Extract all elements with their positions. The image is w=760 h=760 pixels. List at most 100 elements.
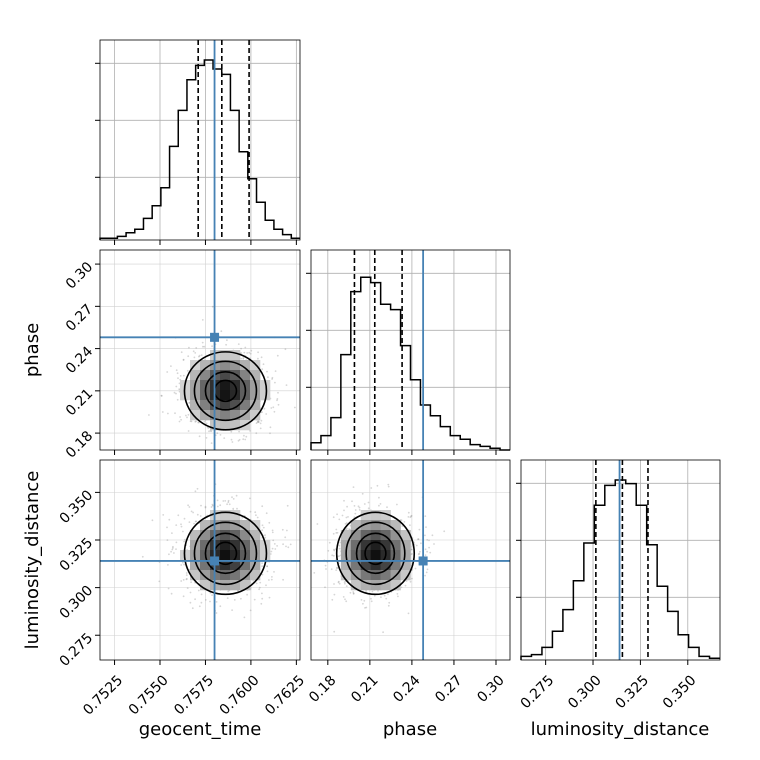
sample-point (170, 592, 173, 595)
sample-point (255, 422, 258, 424)
panel-frame (310, 459, 511, 661)
sample-point (210, 506, 213, 508)
density-cell (240, 560, 251, 571)
sample-point (189, 420, 192, 423)
sample-point (257, 420, 260, 423)
density-cell (360, 540, 371, 551)
sample-point (243, 434, 245, 437)
density-cell (380, 520, 391, 531)
sample-point (386, 506, 388, 509)
sample-point (141, 555, 144, 558)
x-tick-label: 0.275 (518, 672, 558, 712)
sample-point (285, 545, 287, 548)
sample-point (273, 543, 276, 545)
sample-point (255, 514, 257, 517)
sample-point (190, 581, 193, 584)
sample-point (426, 550, 428, 553)
sample-point (180, 564, 183, 566)
sample-point (294, 406, 296, 409)
sample-point (235, 494, 238, 497)
density-cell (360, 510, 371, 521)
sample-point (212, 504, 214, 507)
sample-point (177, 377, 179, 380)
sample-point (397, 595, 399, 598)
sample-point (358, 506, 361, 509)
y-tick-label: 0.18 (63, 428, 96, 461)
density-cell (200, 380, 211, 391)
density-cell (190, 570, 201, 581)
sample-point (417, 553, 420, 556)
x-tick-label: 0.21 (348, 672, 381, 705)
sample-point (354, 509, 357, 511)
sample-point (376, 484, 379, 487)
sample-point (186, 587, 189, 589)
sample-point (268, 596, 271, 599)
density-cell (240, 370, 251, 381)
sample-point (188, 346, 190, 349)
sample-point (333, 630, 336, 633)
density-cell (230, 540, 241, 551)
sample-point (410, 548, 413, 551)
sample-point (245, 435, 248, 438)
sample-point (200, 354, 203, 356)
x-tick-label: 0.24 (390, 672, 423, 705)
density-cell (200, 530, 211, 541)
sample-point (174, 412, 176, 415)
sample-point (178, 388, 181, 391)
sample-point (271, 529, 274, 532)
sample-point (188, 521, 191, 523)
sample-point (338, 518, 341, 521)
density-cell (220, 580, 231, 591)
sample-point (200, 593, 203, 596)
sample-point (188, 402, 191, 404)
sample-point (184, 538, 186, 541)
sample-point (370, 600, 373, 603)
sample-point (343, 499, 345, 502)
sample-point (325, 568, 327, 570)
sample-point (344, 582, 346, 585)
density-cell (250, 370, 261, 381)
sample-point (257, 421, 260, 424)
histogram-panel-geocent_time (95, 40, 300, 240)
sample-point (172, 545, 174, 548)
sample-point (424, 515, 427, 517)
sample-point (261, 368, 264, 371)
sample-point (261, 565, 263, 568)
x-tick-label: 0.7550 (126, 672, 172, 718)
density-cell (390, 540, 401, 551)
sample-point (198, 605, 201, 608)
sample-point (243, 351, 246, 354)
sample-point (196, 513, 199, 516)
sample-point (231, 441, 234, 443)
sample-point (259, 427, 262, 430)
density-cell (230, 570, 241, 581)
y-tick-label: 0.300 (57, 583, 97, 623)
sample-point (284, 348, 287, 351)
sample-point (332, 532, 335, 535)
sample-point (316, 523, 319, 525)
sample-point (178, 382, 181, 385)
density-cell (200, 400, 211, 411)
density-cell (400, 570, 411, 581)
sample-point (173, 552, 175, 554)
sample-point (269, 553, 272, 555)
sample-point (324, 586, 326, 589)
sample-point (409, 524, 411, 527)
sample-point (258, 586, 261, 589)
sample-point (426, 568, 429, 571)
sample-point (158, 580, 161, 583)
sample-point (215, 601, 218, 603)
sample-point (333, 549, 336, 552)
contour-level (204, 532, 247, 575)
sample-point (425, 571, 428, 574)
density-cell (220, 540, 231, 551)
sample-point (282, 578, 284, 581)
contour-level (193, 360, 258, 422)
histogram-steps (310, 276, 510, 451)
x-tick-label: 0.325 (612, 672, 652, 712)
sample-point (285, 384, 288, 386)
sample-point (240, 597, 242, 600)
density-cell (220, 380, 231, 391)
sample-point (338, 544, 341, 547)
